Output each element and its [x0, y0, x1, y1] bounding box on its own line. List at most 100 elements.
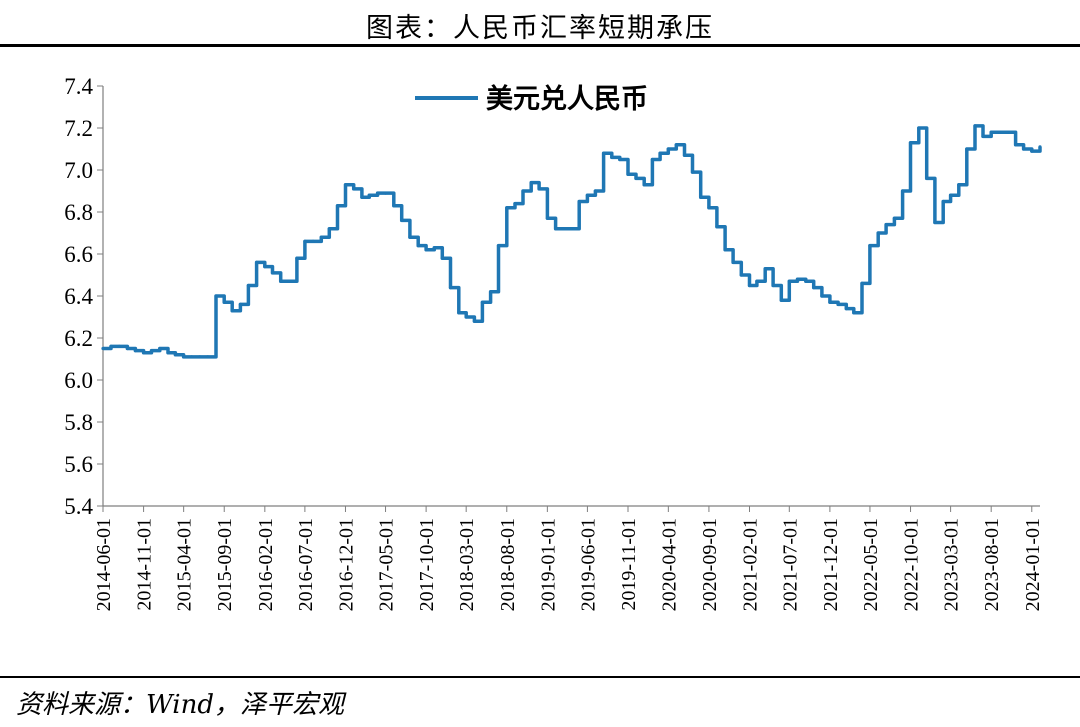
data-point — [142, 351, 146, 355]
x-tick-label: 2024-01-01 — [1022, 518, 1044, 611]
x-tick-label: 2023-08-01 — [981, 518, 1003, 611]
axes: 5.4 5.6 5.8 6.0 6.2 6.4 6.6 6.8 7.0 7.2 7.4 2014-06… — [64, 74, 1044, 611]
data-point — [529, 181, 533, 185]
y-tick-label: 6.0 — [64, 368, 93, 393]
y-tick-label: 5.8 — [64, 410, 93, 435]
data-point — [593, 189, 598, 193]
data-point — [133, 349, 137, 353]
data-point — [674, 143, 678, 147]
data-point — [804, 279, 808, 283]
data-point — [440, 256, 444, 260]
data-point — [489, 290, 493, 294]
data-point — [860, 281, 864, 285]
data-point — [715, 225, 719, 229]
x-tick-label: 2022-05-01 — [860, 518, 882, 611]
data-point — [707, 206, 711, 210]
data-point — [166, 351, 170, 355]
data-point — [416, 244, 420, 248]
data-point — [383, 191, 388, 195]
data-point — [634, 176, 638, 180]
x-tick-label: 2022-10-01 — [901, 518, 923, 611]
x-tick-label: 2014-06-01 — [93, 518, 115, 611]
x-tick-label: 2021-12-01 — [820, 518, 842, 611]
data-point — [602, 151, 606, 155]
data-point — [472, 319, 476, 323]
data-point — [642, 183, 646, 187]
data-point — [795, 277, 800, 281]
plot-area — [101, 124, 1042, 359]
data-point — [933, 220, 937, 225]
data-point — [989, 130, 993, 134]
data-point — [1038, 145, 1042, 149]
legend: 美元兑人民币 — [415, 83, 648, 114]
data-point — [1005, 130, 1010, 134]
data-point — [432, 246, 436, 250]
data-point — [844, 307, 848, 311]
data-point — [868, 244, 872, 248]
data-point — [173, 353, 177, 357]
data-point — [876, 231, 880, 235]
data-point — [554, 227, 558, 231]
data-point — [376, 191, 380, 195]
x-tick-label: 2021-02-01 — [740, 518, 762, 611]
data-point — [352, 187, 356, 191]
chart-area: 5.4 5.6 5.8 6.0 6.2 6.4 6.6 6.8 7.0 7.2 7.4 2014-06… — [64, 74, 1044, 611]
data-point — [771, 283, 775, 288]
data-point — [303, 239, 307, 243]
data-point — [626, 172, 630, 176]
data-point — [941, 199, 945, 204]
data-point — [820, 294, 824, 298]
data-point — [206, 355, 210, 359]
data-point — [884, 223, 888, 227]
legend-label: 美元兑人民币 — [486, 83, 648, 114]
data-point — [755, 279, 759, 283]
x-tick-label: 2015-09-01 — [214, 518, 236, 611]
y-tick-label: 6.6 — [64, 242, 93, 267]
series-line-usd-cny — [103, 124, 1042, 359]
data-point — [287, 279, 291, 283]
x-tick-label: 2017-10-01 — [416, 518, 438, 611]
data-point — [787, 279, 791, 283]
data-point — [400, 218, 404, 222]
data-point — [238, 302, 242, 306]
x-tick-label: 2019-11-01 — [618, 518, 640, 611]
y-tick-label: 7.2 — [64, 116, 93, 141]
data-point — [747, 283, 752, 288]
x-tick-label: 2015-04-01 — [174, 518, 196, 611]
data-point — [190, 355, 194, 359]
data-point — [682, 153, 687, 157]
data-point — [263, 265, 267, 269]
data-point — [343, 183, 348, 187]
data-point — [101, 346, 105, 351]
x-tick-label: 2014-11-01 — [134, 518, 156, 611]
data-point — [965, 147, 969, 151]
data-point — [901, 189, 905, 193]
y-tick-label: 5.4 — [64, 494, 93, 519]
data-point — [222, 300, 226, 304]
data-point — [949, 193, 953, 197]
data-point — [521, 189, 525, 193]
data-point — [513, 202, 517, 206]
x-tick-label: 2021-07-01 — [779, 518, 801, 611]
data-point — [424, 248, 428, 252]
y-tick-label: 7.4 — [64, 74, 93, 99]
data-point — [367, 193, 371, 197]
x-tick-label: 2017-05-01 — [376, 518, 398, 611]
data-point — [214, 294, 218, 298]
data-point — [561, 227, 565, 231]
x-tick-label: 2018-08-01 — [497, 518, 519, 611]
data-point — [812, 286, 816, 290]
data-point — [917, 126, 921, 130]
x-tick-label: 2018-03-01 — [456, 518, 478, 611]
chart-title: 图表：人民币汇率短期承压 — [366, 13, 714, 44]
data-point — [836, 302, 840, 306]
data-point — [117, 344, 121, 348]
data-point — [690, 170, 695, 174]
data-point — [360, 195, 364, 199]
data-point — [464, 315, 468, 319]
data-point — [650, 157, 655, 162]
data-point — [699, 195, 703, 199]
data-point — [270, 271, 275, 275]
title-divider — [0, 44, 1080, 47]
data-point — [1022, 147, 1026, 151]
